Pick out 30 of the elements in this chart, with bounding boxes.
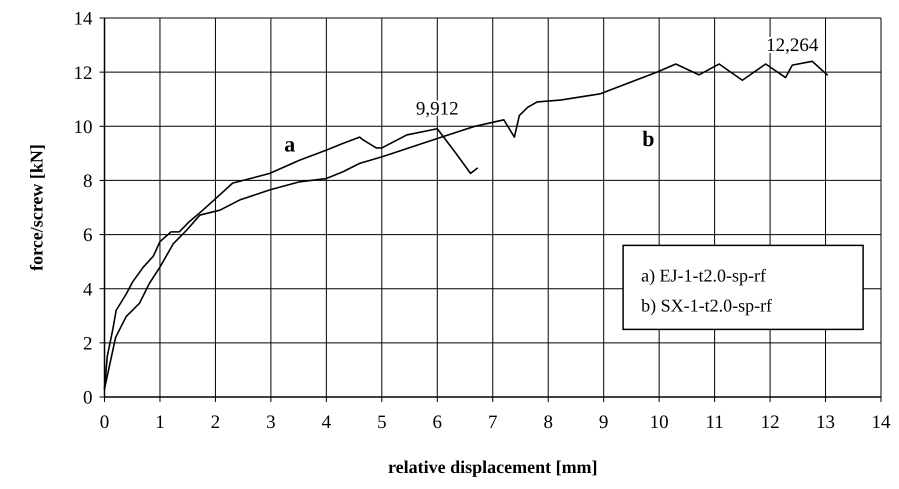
x-tick-label: 3: [266, 412, 276, 433]
x-tick-label: 9: [598, 412, 608, 433]
x-tick-label: 10: [650, 412, 669, 433]
y-tick-label: 10: [74, 116, 92, 138]
x-tick-label: 14: [872, 412, 891, 433]
y-tick-label: 14: [74, 8, 93, 30]
y-tick-label: 2: [83, 334, 92, 355]
y-tick-label: 0: [83, 388, 92, 409]
x-tick-label: 1: [155, 412, 165, 433]
x-tick-label: 12: [760, 412, 780, 433]
x-tick-label: 0: [100, 412, 110, 433]
x-tick-label: 13: [816, 412, 836, 433]
y-tick-label: 6: [83, 225, 92, 246]
x-tick-label: 7: [488, 412, 498, 433]
x-tick-label: 4: [322, 412, 332, 433]
text: b: [642, 126, 654, 151]
x-axis-title: relative displacement [mm]: [388, 457, 598, 477]
text-box: a) EJ-1-t2.0-sp-rf b) SX-1-t2.0-sp-rf: [622, 244, 864, 330]
y-tick-label: 4: [83, 279, 93, 300]
annotation: a) EJ-1-t2.0-sp-rf: [641, 265, 766, 286]
x-tick-label: 11: [705, 412, 724, 433]
y-tick-label: 12: [74, 62, 92, 84]
annotation: b) SX-1-t2.0-sp-rf: [641, 295, 772, 316]
y-axis-title: force/screw [kN]: [26, 144, 46, 271]
x-tick-label: 5: [377, 412, 387, 433]
series-label: a: [284, 131, 296, 156]
x-tick-label: 8: [543, 412, 553, 433]
y-tick-label: 8: [83, 171, 92, 192]
x-tick-label: 2: [210, 412, 220, 433]
x-tick-label: 6: [432, 412, 442, 433]
